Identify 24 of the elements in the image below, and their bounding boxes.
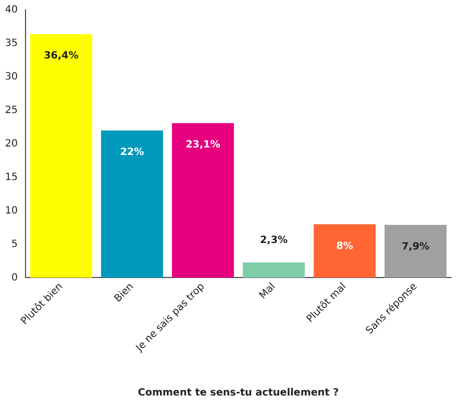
bar [30,34,92,278]
bar [242,262,305,278]
data-label: 8% [336,240,354,252]
bar [314,224,376,278]
y-tick-label: 30 [4,72,18,83]
y-tick-label: 35 [4,38,18,50]
bar [384,224,447,278]
y-tick-label: 0 [11,272,18,284]
x-tick-label: Mal [258,281,278,302]
y-tick-label: 20 [4,138,18,150]
data-label: 36,4% [44,50,79,62]
data-label: 2,3% [260,234,288,246]
x-tick-label: Je ne sais pas trop [134,281,207,354]
y-tick-label: 40 [4,4,18,16]
y-tick-label: 15 [4,172,18,183]
y-tick-label: 10 [4,205,18,216]
bar [101,130,164,278]
y-tick-label: 25 [4,105,18,116]
data-label: 23,1% [186,140,220,151]
x-axis-title: Comment te sens-tu actuellement ? [138,388,340,399]
data-label: 7,9% [402,241,430,252]
bar [172,123,234,278]
data-label: 22% [120,147,144,158]
y-tick-label: 5 [11,238,18,250]
